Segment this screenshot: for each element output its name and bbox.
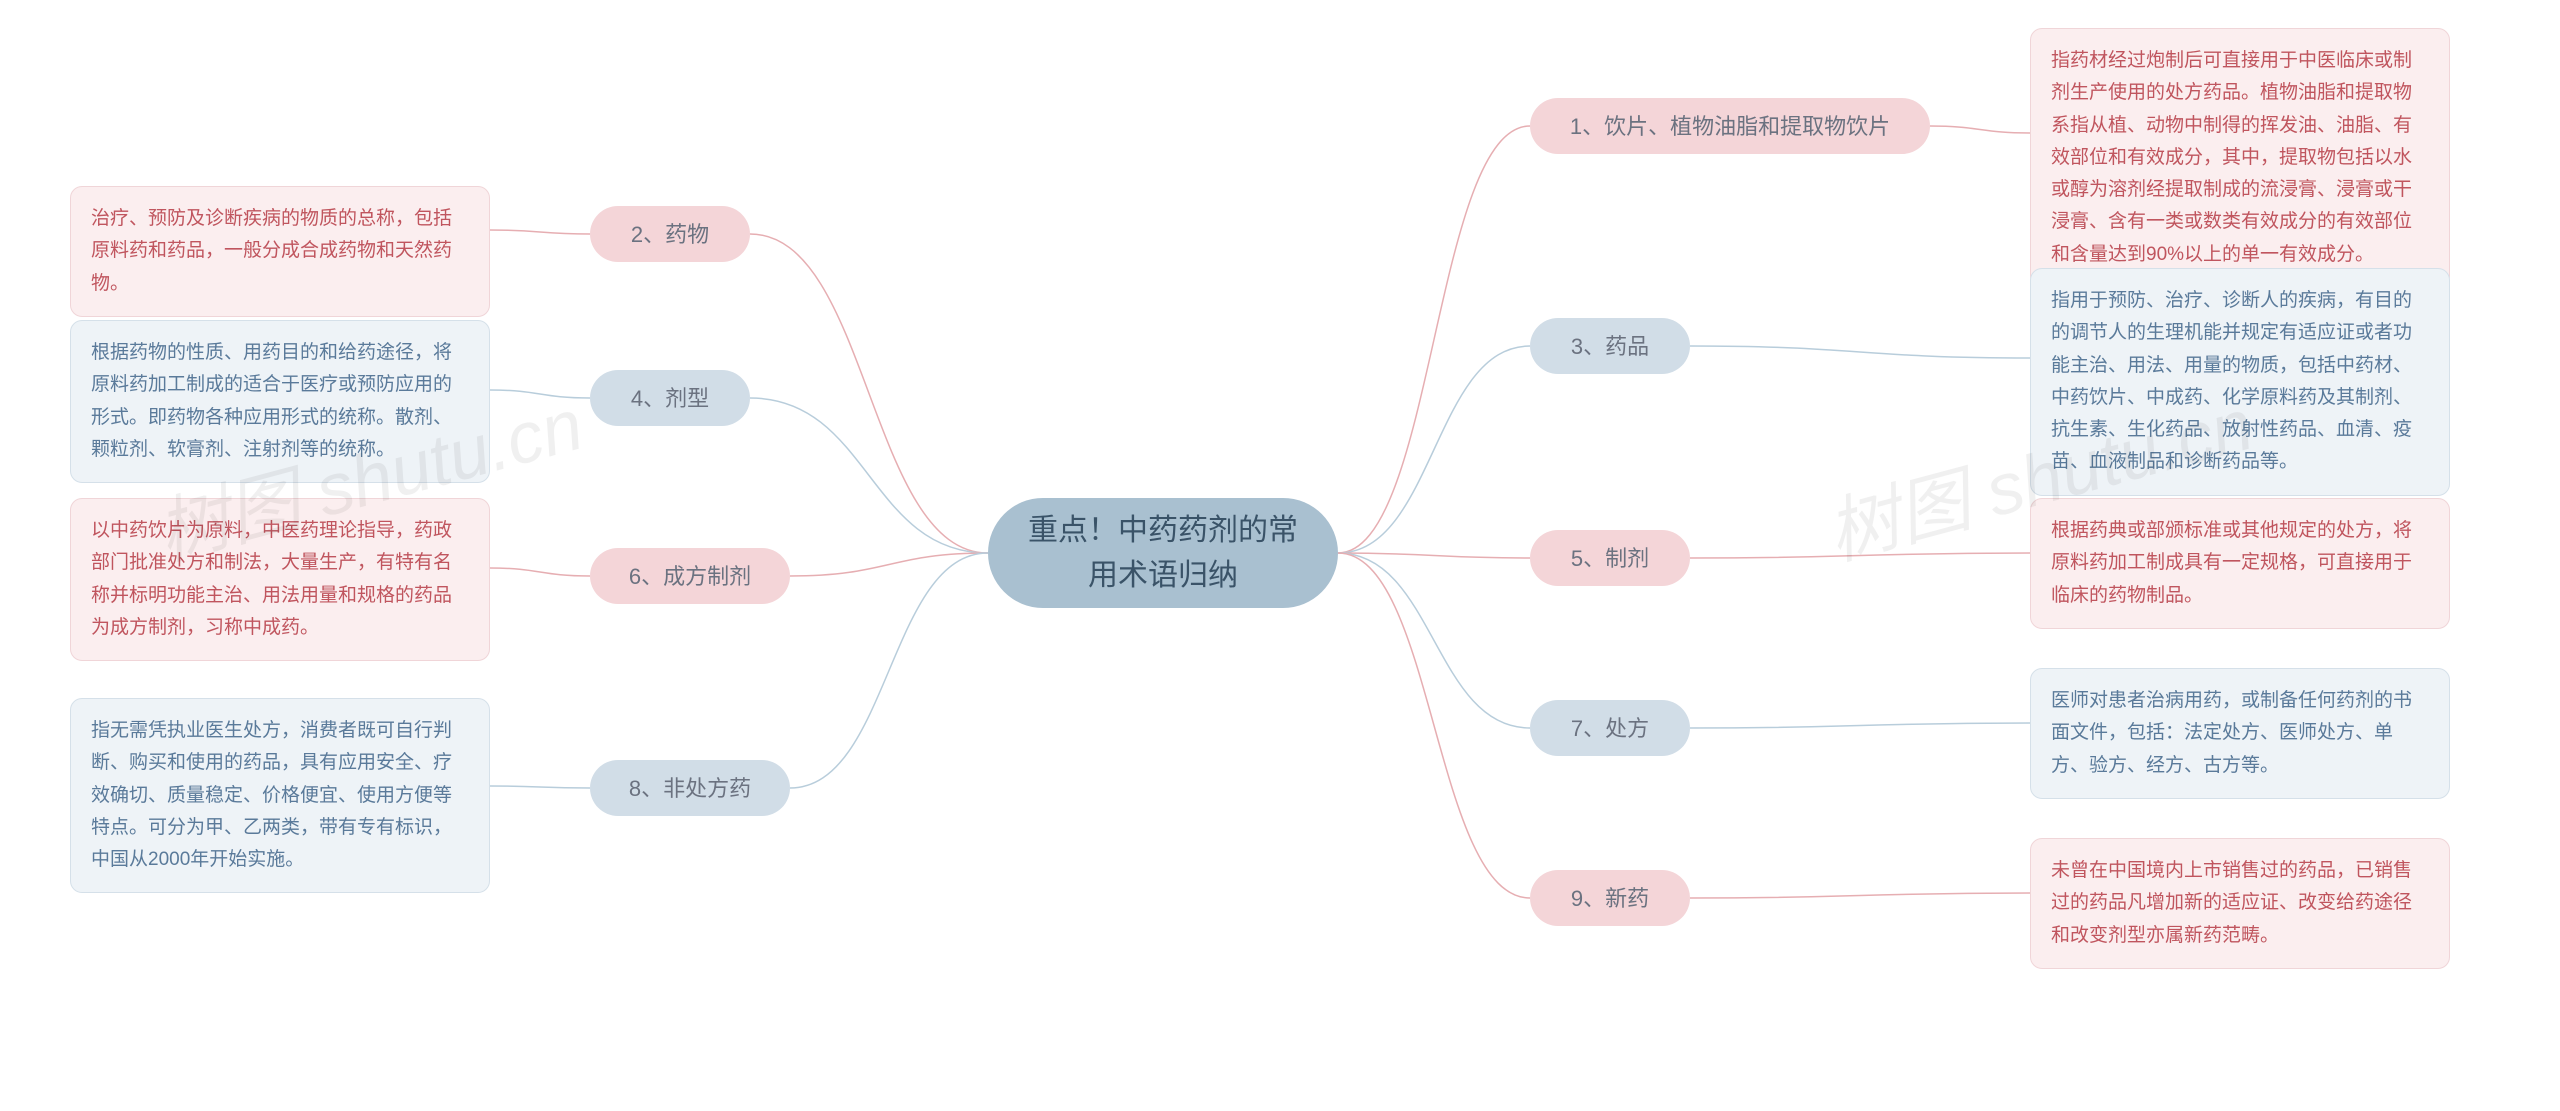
- connector-path: [1338, 553, 1530, 898]
- connector-path: [490, 390, 590, 398]
- connector-path: [490, 230, 590, 234]
- connector-path: [1338, 346, 1530, 553]
- branch-node-b2: 2、药物: [590, 206, 750, 262]
- leaf-b5: 根据药典或部颁标准或其他规定的处方，将原料药加工制成具有一定规格，可直接用于临床…: [2030, 498, 2450, 629]
- connector-path: [1690, 893, 2030, 898]
- leaf-b3: 指用于预防、治疗、诊断人的疾病，有目的的调节人的生理机能并规定有适应证或者功能主…: [2030, 268, 2450, 496]
- connector-path: [790, 553, 988, 576]
- connector-path: [490, 786, 590, 788]
- leaf-b4: 根据药物的性质、用药目的和给药途径，将原料药加工制成的适合于医疗或预防应用的形式…: [70, 320, 490, 483]
- leaf-b2: 治疗、预防及诊断疾病的物质的总称，包括原料药和药品，一般分成合成药物和天然药物。: [70, 186, 490, 317]
- branch-node-b7: 7、处方: [1530, 700, 1690, 756]
- connector-path: [1338, 553, 1530, 728]
- branch-node-b1: 1、饮片、植物油脂和提取物饮片: [1530, 98, 1930, 154]
- connector-path: [490, 568, 590, 576]
- branch-node-b6: 6、成方制剂: [590, 548, 790, 604]
- leaf-b9: 未曾在中国境内上市销售过的药品，已销售过的药品凡增加新的适应证、改变给药途径和改…: [2030, 838, 2450, 969]
- leaf-b8: 指无需凭执业医生处方，消费者既可自行判断、购买和使用的药品，具有应用安全、疗效确…: [70, 698, 490, 893]
- connector-path: [1930, 126, 2030, 133]
- branch-node-b3: 3、药品: [1530, 318, 1690, 374]
- root-node: 重点！中药药剂的常用术语归纳: [988, 498, 1338, 608]
- leaf-b7: 医师对患者治病用药，或制备任何药剂的书面文件，包括：法定处方、医师处方、单方、验…: [2030, 668, 2450, 799]
- connector-path: [750, 234, 988, 553]
- connector-path: [750, 398, 988, 553]
- connector-path: [1690, 553, 2030, 558]
- branch-node-b9: 9、新药: [1530, 870, 1690, 926]
- branch-node-b5: 5、制剂: [1530, 530, 1690, 586]
- connector-path: [1690, 723, 2030, 728]
- connector-path: [1690, 346, 2030, 358]
- connector-path: [1338, 126, 1530, 553]
- connector-path: [1338, 553, 1530, 558]
- leaf-b6: 以中药饮片为原料，中医药理论指导，药政部门批准处方和制法，大量生产，有特有名称并…: [70, 498, 490, 661]
- branch-node-b8: 8、非处方药: [590, 760, 790, 816]
- leaf-b1: 指药材经过炮制后可直接用于中医临床或制剂生产使用的处方药品。植物油脂和提取物系指…: [2030, 28, 2450, 288]
- connector-path: [790, 553, 988, 788]
- branch-node-b4: 4、剂型: [590, 370, 750, 426]
